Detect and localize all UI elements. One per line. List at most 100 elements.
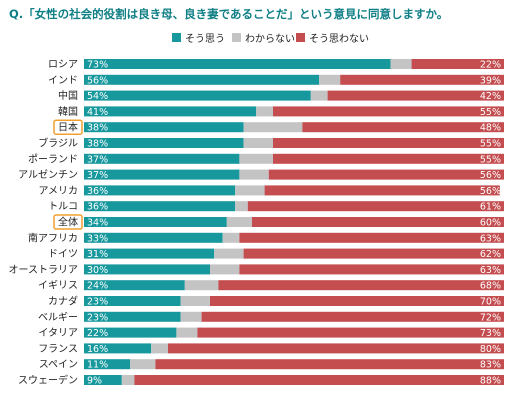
category-label: イタリア <box>38 327 78 339</box>
value-label-disagree: 80% <box>480 344 501 355</box>
value-label-disagree: 22% <box>480 60 501 71</box>
value-label-agree: 38% <box>87 139 108 150</box>
bar-unknown <box>180 311 202 322</box>
bar-disagree <box>273 106 504 117</box>
bar-disagree <box>168 343 504 354</box>
bar-disagree <box>268 169 504 180</box>
category-label: フランス <box>38 343 78 355</box>
bar-unknown <box>130 359 156 370</box>
bar-unknown <box>214 248 244 259</box>
legend-label-agree: そう思う <box>185 34 225 45</box>
value-label-disagree: 55% <box>480 107 501 118</box>
bar-disagree <box>340 74 504 85</box>
value-label-disagree: 48% <box>480 123 501 134</box>
value-label-agree: 22% <box>87 328 108 339</box>
bar-agree <box>84 280 185 291</box>
bar-unknown <box>310 90 328 101</box>
bar-disagree <box>201 311 504 322</box>
bar-disagree <box>273 153 504 164</box>
category-label: ロシア <box>48 60 78 71</box>
bar-agree <box>84 169 240 180</box>
chart-title: Q.「女性の社会的役割は良き母、良き妻であることだ」という意見に同意しますか。 <box>9 7 449 21</box>
bar-disagree <box>134 375 504 385</box>
bar-unknown <box>226 217 252 227</box>
bar-unknown <box>256 106 273 117</box>
category-label: 日本 <box>58 121 78 134</box>
value-label-agree: 37% <box>87 154 108 165</box>
bar-disagree <box>197 327 504 338</box>
value-label-disagree: 56% <box>480 186 501 197</box>
bar-disagree <box>302 122 504 133</box>
bar-agree <box>84 106 257 117</box>
bar-agree <box>84 185 236 196</box>
bar-agree <box>84 375 122 385</box>
category-label: アルゼンチン <box>18 169 78 181</box>
legend-item-disagree: そう思わない <box>296 30 369 45</box>
bar-agree <box>84 153 240 164</box>
value-label-agree: 11% <box>87 360 108 371</box>
bar-disagree <box>411 59 504 69</box>
legend-item-unknown: わからない <box>232 30 295 45</box>
bar-unknown <box>239 153 273 164</box>
value-label-disagree: 73% <box>480 328 501 339</box>
bar-agree <box>84 217 227 227</box>
category-label: オーストラリア <box>9 264 79 276</box>
bar-disagree <box>218 280 504 291</box>
value-label-agree: 23% <box>87 297 108 308</box>
value-label-disagree: 62% <box>480 249 501 260</box>
legend-swatch-disagree <box>296 33 305 42</box>
value-label-disagree: 63% <box>480 265 501 276</box>
highlight-box <box>53 119 83 135</box>
value-label-agree: 16% <box>87 344 108 355</box>
category-label: インド <box>48 75 78 86</box>
bar-unknown <box>243 122 303 133</box>
bar-disagree <box>239 264 504 275</box>
value-label-disagree: 88% <box>480 376 501 387</box>
bar-agree <box>84 311 181 322</box>
value-label-agree: 34% <box>87 218 108 229</box>
value-label-disagree: 56% <box>480 170 501 181</box>
bar-agree <box>84 264 210 275</box>
value-label-agree: 9% <box>87 376 102 387</box>
bar-disagree <box>273 138 504 148</box>
value-label-agree: 31% <box>87 249 108 260</box>
value-label-agree: 54% <box>87 91 108 102</box>
value-label-agree: 73% <box>87 60 108 71</box>
bar-agree <box>84 74 320 85</box>
category-label: 南アフリカ <box>28 231 78 244</box>
bar-unknown <box>151 343 168 354</box>
bar-agree <box>84 59 391 69</box>
bar-disagree <box>210 296 504 306</box>
value-label-agree: 36% <box>87 186 108 197</box>
category-label: 全体 <box>58 216 78 229</box>
bar-agree <box>84 232 223 243</box>
value-label-disagree: 83% <box>480 360 501 371</box>
bar-agree <box>84 248 215 259</box>
bar-unknown <box>243 138 273 148</box>
legend-swatch-agree <box>172 33 181 42</box>
legend-item-agree: そう思う <box>172 30 225 45</box>
bar-unknown <box>319 74 341 85</box>
value-label-agree: 24% <box>87 281 108 292</box>
category-label: 韓国 <box>58 106 78 118</box>
legend-swatch-unknown <box>232 33 241 42</box>
category-label: イギリス <box>38 280 78 292</box>
value-label-disagree: 68% <box>480 281 501 292</box>
bar-agree <box>84 359 131 370</box>
bar-agree <box>84 296 181 306</box>
category-label: カナダ <box>48 295 78 308</box>
value-label-disagree: 72% <box>480 312 501 323</box>
bar-disagree <box>327 90 504 101</box>
bar-unknown <box>184 280 219 291</box>
bar-agree <box>84 90 311 101</box>
value-label-agree: 36% <box>87 202 108 213</box>
legend: そう思う わからない そう思わない <box>0 30 528 46</box>
value-label-disagree: 70% <box>480 297 501 308</box>
category-label: ポーランド <box>28 153 78 165</box>
bar-unknown <box>235 201 248 212</box>
bar-unknown <box>222 232 240 243</box>
value-label-agree: 33% <box>87 233 108 244</box>
highlight-box <box>53 214 83 230</box>
value-label-agree: 56% <box>87 75 108 86</box>
bar-unknown <box>121 375 135 385</box>
